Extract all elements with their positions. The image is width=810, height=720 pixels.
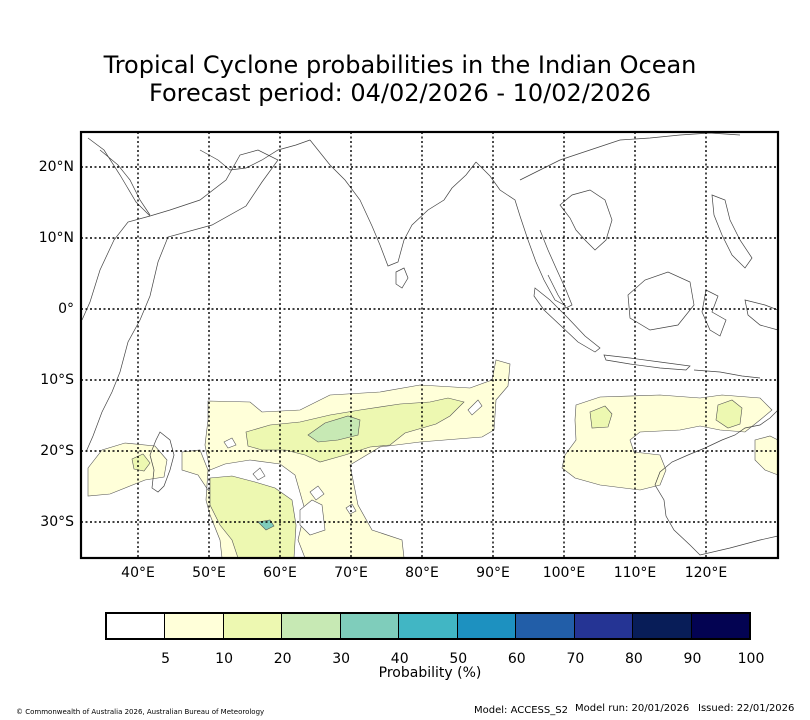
- colorbar-segment: [340, 614, 400, 638]
- lat-label-20n: 20°N: [38, 159, 74, 175]
- coastline-sri-lanka: [395, 267, 409, 289]
- coastline-philippines: [711, 194, 753, 269]
- lon-label-50e: 50°E: [192, 565, 226, 581]
- colorbar-segment: [282, 614, 341, 638]
- chart-title: Tropical Cyclone probabilities in the In…: [103, 51, 697, 79]
- lon-label-60e: 60°E: [263, 565, 297, 581]
- issued-date: Issued: 22/01/2026: [698, 703, 795, 714]
- prob-gaps: [223, 399, 483, 536]
- forecast-period: Forecast period: 04/02/2026 - 10/02/2026: [149, 79, 651, 107]
- prob-gap-5: [345, 503, 357, 515]
- colorbar-label: 70: [566, 651, 585, 667]
- lon-label-120e: 120°E: [684, 565, 728, 581]
- coastline-madagascar: [149, 431, 175, 493]
- coastline-sumatra: [533, 287, 601, 353]
- coastline-sulawesi: [701, 289, 727, 337]
- coastline-java: [603, 354, 691, 371]
- coastline-australia: [654, 409, 779, 556]
- prob-area-nw-australia: [754, 435, 779, 476]
- colorbar-label: 60: [507, 651, 526, 667]
- prob-area-timor-10-20: [589, 405, 613, 429]
- coastline-lesser-sunda: [693, 369, 761, 379]
- coastline-africa-arabia: [81, 149, 279, 453]
- colorbar-title: Probability (%): [378, 665, 482, 681]
- colorbar-segment: [574, 614, 634, 638]
- coastline-new-guinea: [744, 299, 779, 331]
- colorbar-segment: [691, 614, 749, 638]
- colorbar-segment: [399, 614, 458, 638]
- map-frame: [79, 130, 780, 560]
- colorbar-segment: [516, 614, 575, 638]
- lon-label-70e: 70°E: [334, 565, 368, 581]
- coastline-bay-of-bengal-east: [475, 161, 567, 307]
- prob-region-20-30: [307, 415, 361, 443]
- prob-area-central-20-30: [307, 415, 361, 443]
- prob-area-nw-australia-10-20: [715, 399, 743, 429]
- graticule: [81, 132, 778, 558]
- prob-gap-2: [252, 467, 266, 481]
- lon-label-90e: 90°E: [476, 565, 510, 581]
- prob-region-5-10: [87, 359, 779, 559]
- coastlines: [81, 132, 779, 556]
- colorbar-segment: [107, 614, 166, 638]
- lon-label-110e: 110°E: [613, 565, 657, 581]
- colorbar-segment: [223, 614, 283, 638]
- lon-label-80e: 80°E: [405, 565, 439, 581]
- coastline-arabia-inner: [99, 149, 151, 216]
- colorbar: [105, 612, 751, 640]
- lat-label-10n: 10°N: [38, 230, 74, 246]
- coastline-southeast-asia: [519, 132, 741, 181]
- prob-gap-3: [309, 485, 325, 501]
- colorbar-label: 30: [332, 651, 351, 667]
- colorbar-label: 40: [390, 651, 409, 667]
- lat-label-20s: 20°S: [40, 443, 74, 459]
- colorbar-label: 100: [737, 651, 765, 667]
- coastline-malay-peninsula: [539, 229, 573, 309]
- lon-label-40e: 40°E: [121, 565, 155, 581]
- coastline-persian-gulf: [199, 139, 311, 171]
- prob-area-west-10-20: [131, 453, 151, 472]
- colorbar-label: 20: [273, 651, 292, 667]
- lat-label-10s: 10°S: [40, 372, 74, 388]
- colorbar-label: 90: [683, 651, 702, 667]
- colorbar-label: 80: [624, 651, 643, 667]
- lon-label-100e: 100°E: [542, 565, 586, 581]
- colorbar-label: 5: [161, 651, 170, 667]
- lat-label-30s: 30°S: [40, 514, 74, 530]
- coastline-borneo: [627, 271, 695, 331]
- colorbar-label: 10: [215, 651, 233, 667]
- colorbar-label: 50: [449, 651, 468, 667]
- prob-area-south-10-20: [209, 475, 297, 559]
- prob-gap-4: [299, 499, 326, 536]
- prob-gap-6: [467, 399, 483, 416]
- copyright-notice: © Commonwealth of Australia 2026, Austra…: [16, 708, 265, 716]
- prob-gap-1: [223, 437, 237, 449]
- colorbar-segment: [165, 614, 224, 638]
- prob-area-madagascar-west: [87, 442, 168, 497]
- coastline-red-sea: [87, 137, 151, 217]
- lat-label-equator: 0°: [58, 301, 74, 317]
- colorbar-segment: [457, 614, 517, 638]
- colorbar-segment: [633, 614, 692, 638]
- model-name: Model: ACCESS_S2: [474, 705, 568, 716]
- model-run-date: Model run: 20/01/2026: [575, 703, 690, 714]
- coastline-india: [309, 139, 477, 267]
- coastline-indochina: [559, 189, 613, 251]
